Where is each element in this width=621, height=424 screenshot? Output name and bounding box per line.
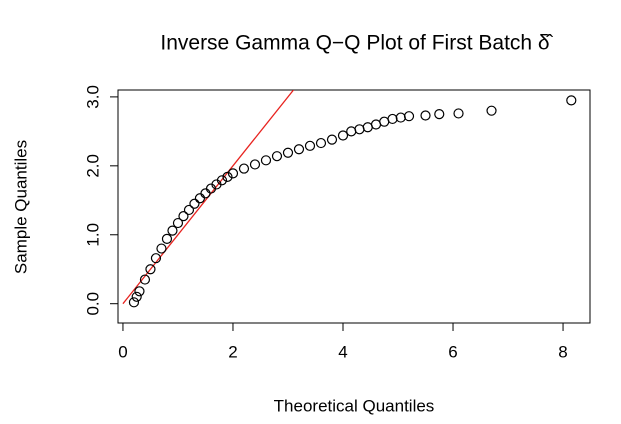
point [189,198,200,209]
point [145,264,156,275]
point [238,163,250,174]
point [282,147,294,158]
point [370,119,382,130]
x-tick-label: 0 [118,342,127,361]
point [403,111,415,122]
y-axis-label: Sample Quantiles [11,140,30,274]
point [167,225,178,236]
point [131,291,142,302]
point [387,113,398,125]
point [420,110,431,121]
point [200,188,211,199]
point [362,122,373,133]
point [249,159,261,170]
point [222,171,233,182]
y-tick-label: 0.0 [83,292,102,316]
point [156,243,167,254]
point [194,193,206,204]
point [178,211,189,222]
point [337,130,349,141]
x-tick-label: 6 [448,342,457,361]
point [354,124,365,135]
y-tick-label: 1.0 [83,223,102,247]
point [183,204,195,216]
point [434,109,445,120]
point [566,95,577,106]
point [379,116,390,127]
plot-frame [117,89,591,324]
point [161,233,173,244]
y-tick-label: 3.0 [83,85,102,109]
point [326,134,338,145]
point [486,105,497,116]
x-axis-label: Theoretical Quantiles [274,396,435,415]
point [216,175,228,186]
point [453,108,464,119]
chart-title: Inverse Gamma Q−Q Plot of First Batch δ̂ [160,32,553,55]
x-tick-label: 8 [558,342,567,361]
point [134,286,145,297]
point [271,151,283,162]
point [346,126,357,137]
point [139,274,151,285]
point [128,297,140,308]
x-tick-label: 2 [228,342,237,361]
point [227,168,239,179]
y-tick-label: 2.0 [83,154,102,178]
point [260,155,272,166]
point [172,217,184,229]
point [315,137,327,149]
point [395,112,406,123]
point [150,253,162,264]
x-tick-label: 4 [338,342,347,361]
point [304,140,316,151]
point [293,144,305,155]
